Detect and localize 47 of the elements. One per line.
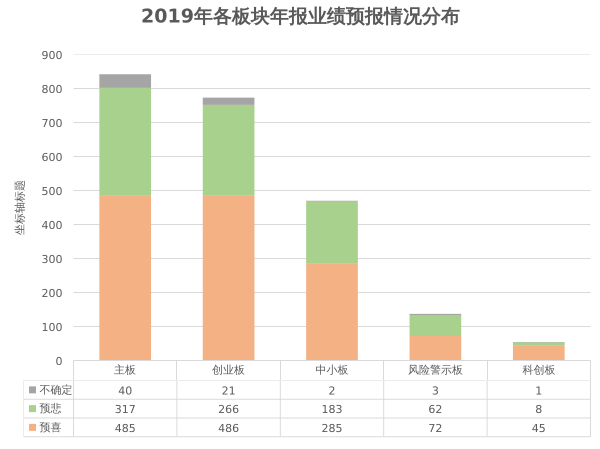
data-label: 486 [218, 422, 240, 435]
bar [202, 98, 254, 105]
y-tick-label: 200 [42, 287, 63, 300]
data-label: 285 [322, 422, 342, 435]
bar [99, 196, 152, 360]
y-tick-label: 800 [42, 83, 63, 96]
data-label: 485 [114, 422, 136, 435]
bar [410, 314, 462, 336]
y-tick-label: 100 [42, 321, 63, 334]
x-tick-label: 科创板 [522, 364, 556, 376]
y-tick-label: 700 [42, 117, 63, 130]
legend-label: 预悲 [40, 402, 62, 416]
bar [512, 342, 565, 346]
y-tick-label: 0 [56, 355, 62, 368]
data-label: 45 [532, 422, 546, 435]
y-tick-label: 600 [42, 151, 63, 164]
bar [512, 345, 565, 360]
data-label: 72 [428, 422, 442, 435]
bar [410, 336, 462, 360]
bar [202, 104, 254, 196]
y-tick-label: 400 [42, 219, 63, 232]
data-label: 183 [322, 403, 342, 416]
x-tick-label: 创业板 [212, 364, 246, 376]
bar [306, 264, 358, 360]
legend-label: 预喜 [40, 420, 62, 434]
y-tick-label: 500 [42, 185, 63, 198]
bar [306, 201, 358, 264]
y-tick-label: 300 [42, 253, 63, 266]
bar [99, 88, 152, 196]
bar [202, 195, 254, 360]
data-label: 8 [535, 403, 542, 416]
x-tick-label: 中小板 [316, 364, 348, 376]
data-label: 266 [218, 403, 240, 416]
bar [99, 74, 152, 88]
data-label: 62 [428, 403, 442, 416]
y-axis-title: 坐标轴标题 [14, 180, 27, 235]
chart-title: 2019年各板块年报业绩预报情况分布 [141, 6, 460, 28]
data-label: 317 [114, 403, 136, 416]
data-label: 21 [222, 384, 236, 398]
data-label: 3 [432, 384, 439, 398]
y-tick-label: 900 [42, 49, 63, 62]
x-tick-label: 主板 [114, 364, 136, 376]
legend-label: 不确定 [40, 383, 72, 396]
data-label: 1 [535, 384, 542, 398]
x-tick-label: 风险警示板 [408, 364, 463, 376]
data-label: 40 [118, 384, 132, 398]
data-label: 2 [328, 384, 336, 398]
